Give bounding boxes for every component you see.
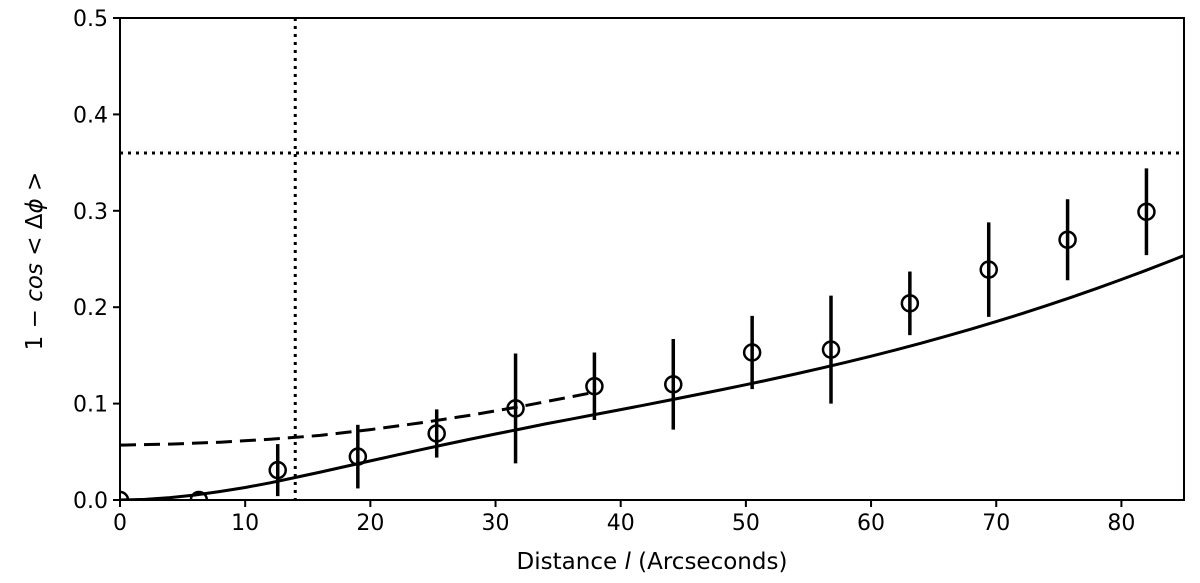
data-point bbox=[189, 490, 209, 500]
data-point bbox=[821, 340, 841, 359]
data-point bbox=[348, 447, 368, 466]
data-point bbox=[427, 424, 446, 443]
data-point bbox=[506, 399, 525, 418]
plot-frame bbox=[119, 17, 1185, 501]
x-tick-label: 40 bbox=[607, 511, 635, 536]
data-point bbox=[1137, 202, 1156, 222]
data-point bbox=[900, 294, 920, 313]
data-point bbox=[585, 376, 604, 396]
data-point bbox=[979, 260, 998, 279]
y-tick-label: 0.0 bbox=[73, 489, 108, 514]
solid-fit-curve bbox=[120, 254, 1184, 500]
data-point bbox=[742, 343, 762, 362]
plot-content bbox=[120, 18, 1184, 500]
x-tick-label: 20 bbox=[356, 511, 384, 536]
x-tick-label: 30 bbox=[482, 511, 510, 536]
x-tick-label: 0 bbox=[113, 511, 127, 536]
y-tick-label: 0.5 bbox=[73, 7, 108, 32]
y-axis-title: 1 − cos < Δϕ > bbox=[22, 172, 48, 351]
y-tick-label: 0.4 bbox=[73, 103, 108, 128]
y-tick-label: 0.2 bbox=[73, 296, 108, 321]
data-point bbox=[1058, 230, 1077, 249]
data-point bbox=[268, 460, 287, 480]
x-tick-label: 80 bbox=[1107, 511, 1135, 536]
y-tick-label: 0.3 bbox=[73, 200, 108, 225]
x-tick-label: 10 bbox=[231, 511, 259, 536]
x-tick-label: 60 bbox=[857, 511, 885, 536]
plot-area bbox=[120, 18, 1184, 500]
x-tick-label: 70 bbox=[982, 511, 1010, 536]
y-tick-label: 0.1 bbox=[73, 393, 108, 418]
x-tick-label: 50 bbox=[732, 511, 760, 536]
x-axis-title: Distance l (Arcseconds) bbox=[517, 549, 788, 575]
axes: 0 10 20 30 40 50 60 70 80 0.0 0.1 0.2 0.3 0.4 0.5 bbox=[73, 7, 1185, 536]
dashed-fit-curve bbox=[120, 390, 596, 447]
data-point bbox=[664, 375, 683, 394]
